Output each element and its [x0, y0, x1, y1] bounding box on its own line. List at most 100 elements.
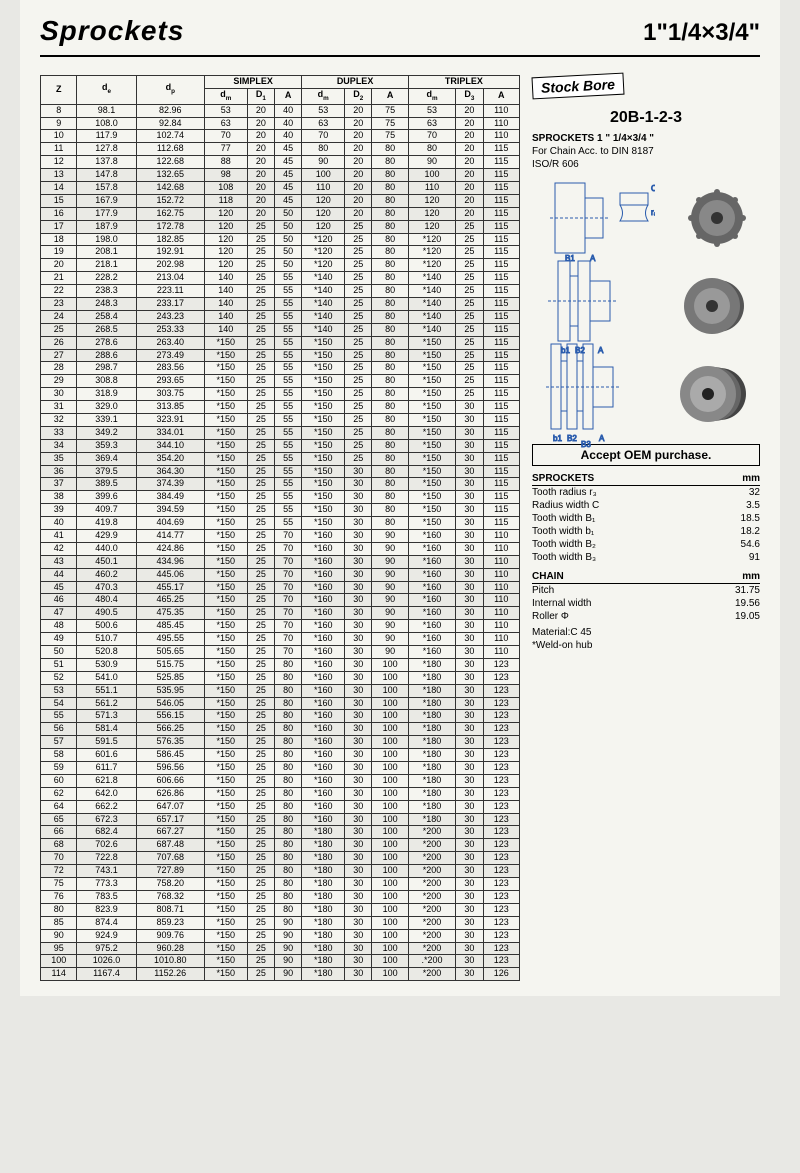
table-cell: 70 — [275, 542, 302, 555]
col-de: de — [77, 76, 136, 105]
table-row: 95975.2960.28*1502590*18030100*20030123 — [41, 942, 520, 955]
table-cell: 30 — [345, 581, 372, 594]
table-cell: 30 — [456, 852, 483, 865]
table-cell: 30 — [345, 607, 372, 620]
table-cell: 30 — [456, 542, 483, 555]
table-cell: 115 — [483, 297, 520, 310]
table-cell: 25 — [41, 323, 77, 336]
table-cell: 25 — [247, 839, 274, 852]
table-cell: 123 — [483, 684, 520, 697]
table-cell: 30 — [456, 465, 483, 478]
table-cell: 110 — [483, 633, 520, 646]
table-cell: 90 — [372, 594, 408, 607]
table-row: 20218.1202.981202550*1202580*12025115 — [41, 259, 520, 272]
table-cell: *160 — [302, 710, 345, 723]
table-cell: 859.23 — [136, 916, 204, 929]
table-cell: 115 — [483, 388, 520, 401]
table-cell: 127.8 — [77, 143, 136, 156]
dim-row: Tooth width B₂54.6 — [532, 538, 760, 551]
table-cell: 132.65 — [136, 169, 204, 182]
chain-hdr: CHAIN — [532, 570, 692, 584]
col-s-a: A — [275, 88, 302, 104]
table-cell: 25 — [247, 310, 274, 323]
dim-row: Tooth width B₁18.5 — [532, 512, 760, 525]
table-cell: 20 — [456, 181, 483, 194]
table-cell: 100 — [41, 955, 77, 968]
table-cell: 30 — [345, 568, 372, 581]
table-cell: 308.8 — [77, 375, 136, 388]
sprocket-photo-simplex-icon — [687, 188, 747, 248]
table-cell: 30 — [345, 555, 372, 568]
table-cell: 30 — [456, 401, 483, 414]
table-row: 29308.8293.65*1502555*1502580*15025115 — [41, 375, 520, 388]
table-cell: 293.65 — [136, 375, 204, 388]
table-cell: *200 — [408, 839, 455, 852]
table-cell: 626.86 — [136, 787, 204, 800]
table-cell: 30 — [345, 852, 372, 865]
table-cell: *150 — [302, 465, 345, 478]
table-cell: 30 — [345, 916, 372, 929]
table-cell: 48 — [41, 620, 77, 633]
table-cell: 115 — [483, 504, 520, 517]
table-cell: 25 — [247, 323, 274, 336]
table-cell: 470.3 — [77, 581, 136, 594]
table-cell: 960.28 — [136, 942, 204, 955]
table-cell: 115 — [483, 143, 520, 156]
table-cell: 24 — [41, 310, 77, 323]
table-cell: *200 — [408, 903, 455, 916]
table-cell: 25 — [247, 388, 274, 401]
table-cell: *150 — [408, 336, 455, 349]
table-cell: *150 — [204, 375, 247, 388]
table-cell: 25 — [345, 413, 372, 426]
table-cell: 30 — [456, 826, 483, 839]
dim-label: Tooth width B₂ — [532, 538, 709, 551]
table-cell: 152.72 — [136, 194, 204, 207]
table-cell: 25 — [345, 272, 372, 285]
table-cell: 115 — [483, 259, 520, 272]
table-cell: 115 — [483, 362, 520, 375]
table-cell: 80 — [372, 323, 408, 336]
table-cell: *160 — [302, 620, 345, 633]
table-cell: 80 — [275, 865, 302, 878]
table-cell: 30 — [456, 478, 483, 491]
table-cell: 455.17 — [136, 581, 204, 594]
table-cell: 80 — [372, 194, 408, 207]
table-cell: 344.10 — [136, 439, 204, 452]
table-cell: 80 — [275, 852, 302, 865]
table-cell: 100 — [372, 826, 408, 839]
table-cell: 110 — [483, 104, 520, 117]
table-cell: 38 — [41, 491, 77, 504]
table-cell: *150 — [204, 968, 247, 981]
table-cell: 561.2 — [77, 697, 136, 710]
table-cell: 25 — [247, 517, 274, 530]
table-cell: 586.45 — [136, 749, 204, 762]
table-row: 80823.9808.71*1502580*18030100*20030123 — [41, 903, 520, 916]
table-cell: 515.75 — [136, 658, 204, 671]
table-row: 26278.6263.40*1502555*1502580*15025115 — [41, 336, 520, 349]
col-d-a: A — [372, 88, 408, 104]
dim-label: Roller Φ — [532, 610, 692, 623]
table-cell: *140 — [408, 272, 455, 285]
table-cell: 45 — [275, 169, 302, 182]
table-cell: 123 — [483, 916, 520, 929]
table-cell: 115 — [483, 156, 520, 169]
table-cell: *150 — [204, 607, 247, 620]
table-cell: 70 — [408, 130, 455, 143]
table-cell: 20 — [456, 104, 483, 117]
table-cell: 95 — [41, 942, 77, 955]
table-cell: 80 — [275, 878, 302, 891]
table-cell: 100 — [372, 787, 408, 800]
table-cell: 768.32 — [136, 890, 204, 903]
table-cell: 80 — [372, 233, 408, 246]
spec-title: SPROCKETS 1 " 1/4×3/4 " — [532, 133, 760, 144]
table-cell: *150 — [204, 955, 247, 968]
table-cell: 30 — [345, 955, 372, 968]
table-cell: 120 — [302, 220, 345, 233]
table-cell: 30 — [456, 955, 483, 968]
table-row: 16177.9162.751202050120208012020115 — [41, 207, 520, 220]
table-cell: 34 — [41, 439, 77, 452]
table-cell: 80 — [408, 143, 455, 156]
table-cell: *150 — [302, 517, 345, 530]
table-cell: 30 — [345, 800, 372, 813]
table-cell: 55 — [275, 504, 302, 517]
